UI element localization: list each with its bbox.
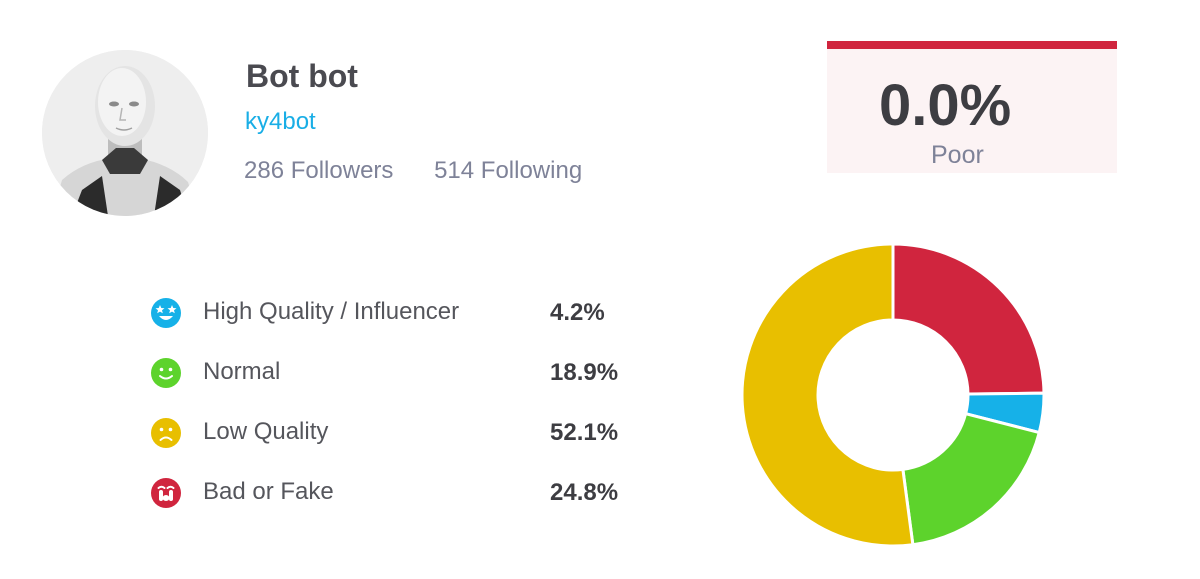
donut-slice-low-quality[interactable] bbox=[740, 242, 915, 548]
robot-avatar-icon bbox=[42, 50, 208, 216]
followers-count[interactable]: 286 Followers bbox=[244, 157, 394, 184]
legend-item-low-quality: Low Quality 52.1% bbox=[150, 413, 670, 453]
score-rating: Poor bbox=[931, 141, 984, 169]
profile-avatar[interactable] bbox=[42, 50, 208, 216]
following-count[interactable]: 514 Following bbox=[434, 157, 583, 184]
legend-value: 18.9% bbox=[550, 359, 619, 386]
legend-item-bad-or-fake: Bad or Fake 24.8% bbox=[150, 473, 670, 513]
score-card: 0.0% Poor bbox=[827, 41, 1117, 173]
frown-face-icon bbox=[151, 418, 181, 448]
profile-name: Bot bot bbox=[246, 58, 358, 94]
smiley-face-icon bbox=[151, 358, 181, 388]
legend-label: High Quality / Influencer bbox=[203, 298, 460, 325]
legend-label: Low Quality bbox=[203, 418, 329, 445]
profile-stats: 286 Followers 514 Following bbox=[244, 157, 582, 185]
legend-item-high-quality: High Quality / Influencer 4.2% bbox=[150, 293, 670, 333]
donut-slice-normal[interactable] bbox=[901, 411, 1042, 547]
legend-label: Bad or Fake bbox=[203, 478, 334, 505]
crying-face-icon bbox=[151, 478, 181, 508]
profile-handle-link[interactable]: ky4bot bbox=[245, 108, 316, 135]
legend-label: Normal bbox=[203, 358, 281, 385]
legend-item-normal: Normal 18.9% bbox=[150, 353, 670, 393]
legend-value: 24.8% bbox=[550, 479, 619, 506]
score-value: 0.0% bbox=[879, 73, 1012, 138]
donut-slice-bad-or-fake[interactable] bbox=[891, 242, 1046, 396]
star-eyes-face-icon bbox=[151, 298, 181, 328]
quality-donut-chart bbox=[740, 242, 1046, 548]
legend-value: 4.2% bbox=[550, 299, 605, 326]
legend-value: 52.1% bbox=[550, 419, 619, 446]
